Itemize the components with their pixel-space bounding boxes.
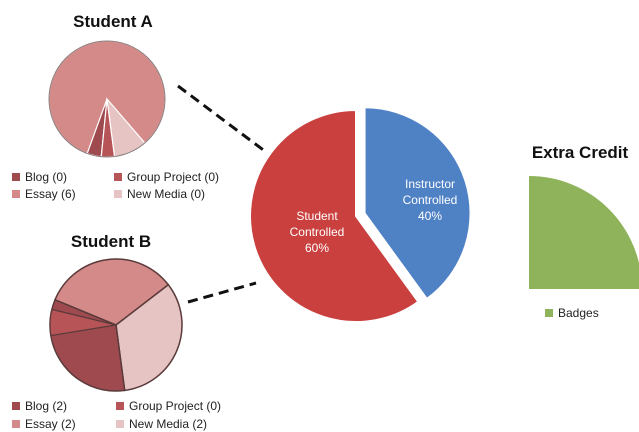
legend-student-b: Blog (2) Group Project (0) Essay (2) New Me…	[12, 399, 221, 431]
student-b-legend-swatch-essay	[12, 420, 20, 428]
main-slice-student-controlled	[249, 108, 420, 323]
main-label-instructor-controlled: Instructor Controlled 40%	[403, 177, 458, 223]
student-b-slice-new-media	[115, 283, 183, 392]
student-a-legend-label-new-media: New Media (0)	[127, 187, 205, 201]
student-a-legend-label-group-project: Group Project (0)	[127, 170, 219, 184]
student-b-legend-label-group-project: Group Project (0)	[129, 399, 221, 413]
main-slice-instructor-controlled	[363, 106, 472, 301]
student-b-legend-label-essay: Essay (2)	[25, 417, 76, 431]
student-a-legend-label-blog: Blog (0)	[25, 170, 67, 184]
student-b-legend-swatch-group-project	[116, 402, 124, 410]
student-a-legend-swatch-essay	[12, 190, 20, 198]
student-b-legend-label-new-media: New Media (2)	[129, 417, 207, 431]
extra-credit-title: Extra Credit	[532, 143, 629, 162]
extra-credit-slice-badges	[529, 176, 639, 289]
main-label-student-controlled: Student Controlled 60%	[290, 209, 345, 255]
student-a-title: Student A	[73, 12, 153, 31]
extra-credit-legend-swatch-badges	[545, 309, 553, 317]
student-a-legend-label-essay: Essay (6)	[25, 187, 76, 201]
student-a-legend-swatch-new-media	[114, 190, 122, 198]
pie-student-a	[48, 40, 166, 158]
student-b-legend-label-blog: Blog (2)	[25, 399, 67, 413]
student-a-legend-swatch-group-project	[114, 173, 122, 181]
connector-line-a	[177, 84, 267, 154]
pie-extra-credit	[529, 176, 639, 289]
legend-extra-credit: Badges	[545, 306, 599, 320]
connector-line-b	[187, 281, 257, 304]
student-b-slice-essay	[54, 258, 170, 326]
student-b-wedge-group-project	[49, 308, 117, 337]
student-b-legend-swatch-blog	[12, 402, 20, 410]
legend-student-a: Blog (0) Group Project (0) Essay (6) New Me…	[12, 170, 219, 201]
pie-student-b	[49, 258, 183, 392]
student-b-legend-swatch-new-media	[116, 420, 124, 428]
pie-control-split: Instructor Controlled 40% Student Controlled…	[249, 106, 472, 323]
student-a-pie-outline	[48, 40, 166, 158]
student-b-title: Student B	[71, 232, 151, 251]
extra-credit-legend-label-badges: Badges	[558, 306, 599, 320]
student-a-legend-swatch-blog	[12, 173, 20, 181]
